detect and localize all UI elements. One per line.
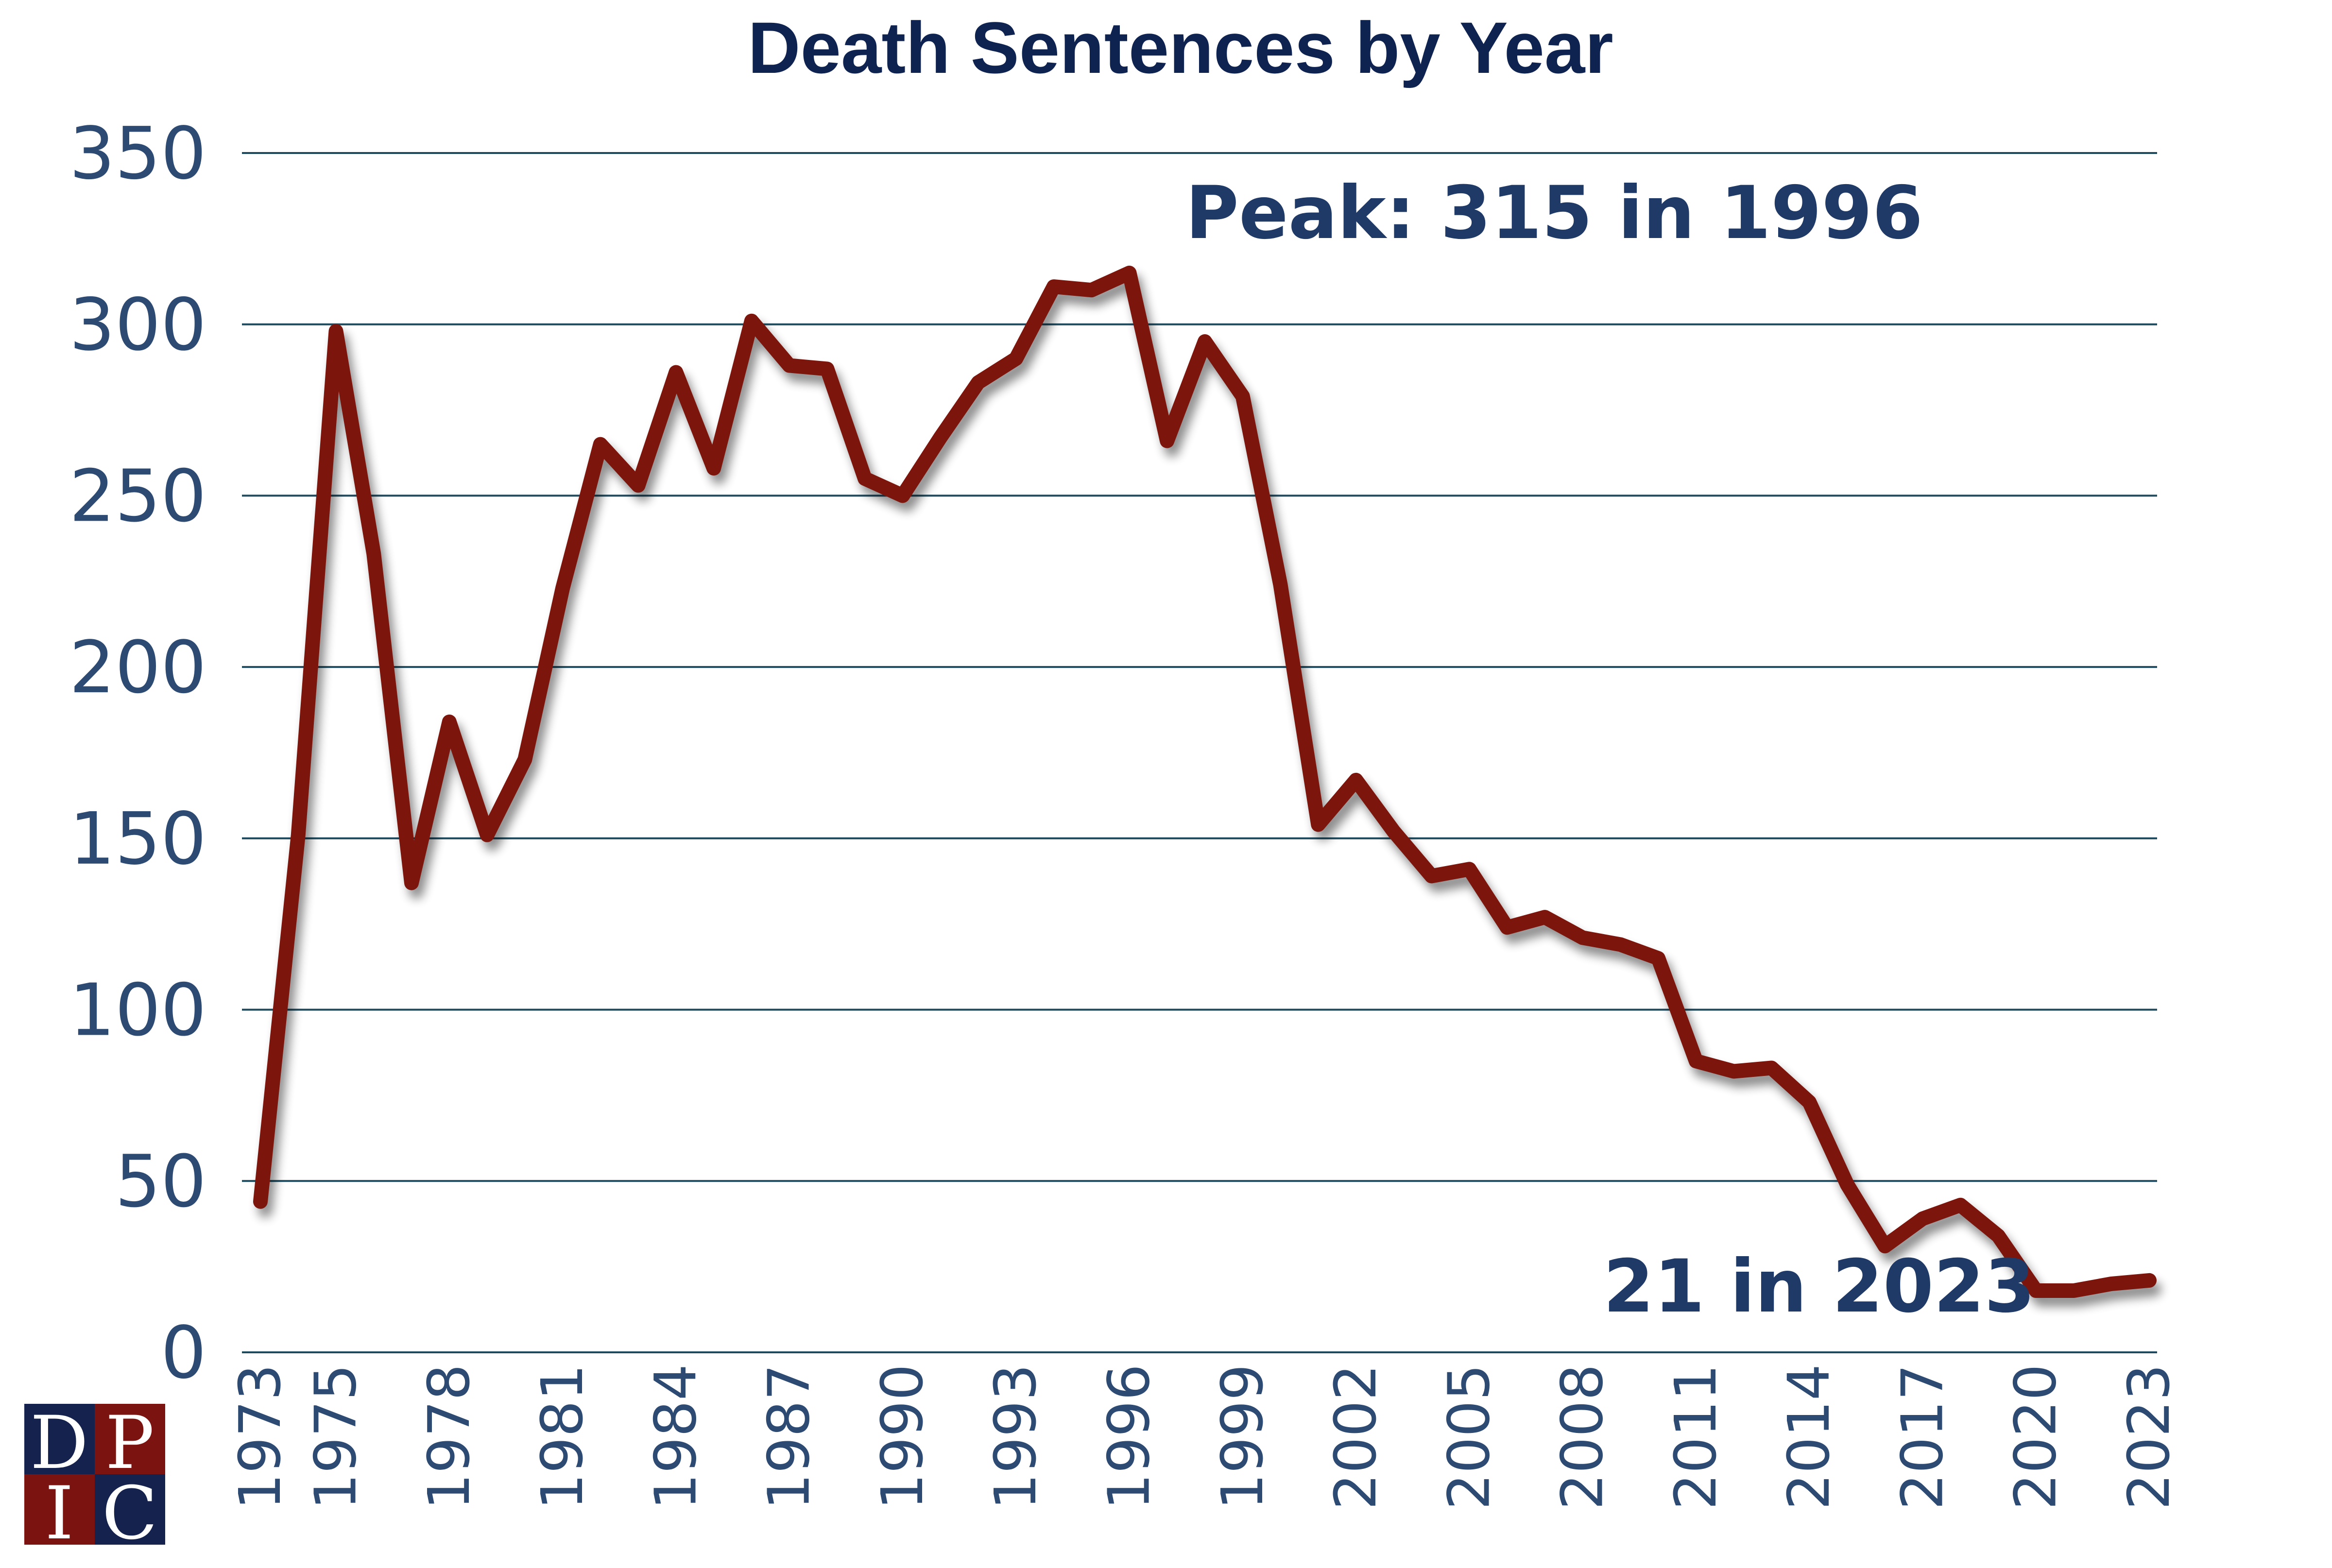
y-axis-ticks: 0 50 100 150 200 250 300 350	[69, 112, 207, 1395]
data-point	[751, 321, 752, 322]
x-tick-label: 2005	[1435, 1364, 1502, 1510]
y-tick-label: 350	[69, 112, 207, 195]
logo-tile-i	[24, 1474, 95, 1545]
logo-tile-d	[24, 1404, 95, 1474]
data-point	[2036, 1290, 2037, 1291]
data-point	[1544, 917, 1545, 918]
data-point	[864, 478, 865, 479]
data-point	[1582, 937, 1583, 938]
y-tick-label: 50	[115, 1140, 206, 1223]
y-tick-label: 250	[69, 454, 207, 538]
data-point	[2149, 1280, 2150, 1281]
data-point	[1960, 1205, 1961, 1206]
annotation-peak: Peak: 315 in 1996	[1185, 171, 1923, 256]
data-point	[1355, 780, 1356, 781]
data-point	[1393, 831, 1394, 832]
data-point	[1204, 341, 1205, 342]
data-point	[1053, 286, 1054, 287]
data-point	[826, 368, 827, 369]
series-line	[253, 265, 2157, 1298]
logo-letter-i: I	[45, 1471, 73, 1556]
x-tick-label: 1993	[982, 1364, 1049, 1510]
logo-tile-c	[95, 1474, 165, 1545]
data-point	[789, 365, 790, 366]
series-group	[253, 265, 2157, 1298]
data-point	[1922, 1218, 1923, 1219]
data-point	[260, 1201, 261, 1202]
data-point	[638, 485, 639, 486]
data-point	[1620, 944, 1621, 945]
x-tick-label: 1973	[226, 1364, 293, 1510]
data-point	[373, 553, 374, 554]
logo-letter-d: D	[30, 1401, 88, 1485]
x-tick-label: 2020	[2002, 1364, 2069, 1510]
y-tick-label: 150	[69, 797, 207, 881]
x-tick-label: 1975	[302, 1364, 369, 1510]
data-point	[1771, 1068, 1772, 1069]
data-point	[524, 759, 525, 760]
y-tick-label: 200	[69, 626, 207, 709]
data-point	[1696, 1060, 1697, 1061]
chart-title: Death Sentences by Year	[748, 7, 1613, 88]
data-point	[1242, 396, 1243, 397]
x-tick-label: 1999	[1209, 1364, 1276, 1510]
data-point	[1847, 1184, 1848, 1185]
data-point	[1658, 958, 1659, 959]
x-tick-label: 2023	[2115, 1364, 2182, 1510]
data-point	[713, 468, 714, 469]
x-tick-label: 1996	[1095, 1364, 1162, 1510]
data-point	[1809, 1102, 1810, 1103]
data-point	[600, 444, 601, 445]
data-point	[1166, 441, 1167, 442]
data-point	[2111, 1283, 2112, 1284]
data-point	[411, 883, 412, 884]
y-tick-label: 100	[69, 969, 207, 1052]
y-tick-label: 0	[161, 1311, 206, 1395]
data-point	[940, 437, 941, 438]
data-point	[1998, 1235, 1999, 1236]
data-point	[336, 331, 337, 332]
logo-tile-p	[95, 1404, 165, 1474]
x-tick-label: 2014	[1775, 1364, 1842, 1510]
data-point	[1507, 927, 1508, 928]
data-point	[977, 382, 978, 383]
data-point	[1280, 584, 1281, 585]
data-point	[562, 588, 563, 589]
x-tick-label: 2002	[1322, 1364, 1389, 1510]
dpic-logo: D P I C	[24, 1401, 165, 1556]
data-point	[1733, 1071, 1734, 1072]
data-point	[902, 495, 903, 496]
x-tick-label: 2017	[1888, 1364, 1955, 1510]
x-tick-label: 1984	[642, 1364, 709, 1510]
gridlines	[242, 152, 2157, 1353]
data-point	[1431, 876, 1432, 877]
x-tick-label: 1978	[415, 1364, 482, 1510]
x-tick-label: 2011	[1662, 1364, 1729, 1510]
data-point	[675, 372, 676, 373]
data-point	[1015, 358, 1016, 359]
annotation-latest: 21 in 2023	[1603, 1244, 2035, 1329]
x-axis-ticks: 1973 1975 1978 1981 1984 1987 1990 1993 1996 1999…	[226, 1364, 2182, 1510]
data-point	[1318, 824, 1319, 825]
logo-letter-c: C	[102, 1471, 158, 1556]
x-tick-label: 1987	[755, 1364, 823, 1510]
x-tick-label: 1981	[529, 1364, 596, 1510]
data-point	[2074, 1290, 2075, 1291]
x-tick-label: 1990	[869, 1364, 936, 1510]
data-point	[449, 721, 450, 722]
logo-letter-p: P	[105, 1401, 154, 1485]
y-tick-label: 300	[69, 283, 207, 367]
x-tick-label: 2008	[1549, 1364, 1616, 1510]
